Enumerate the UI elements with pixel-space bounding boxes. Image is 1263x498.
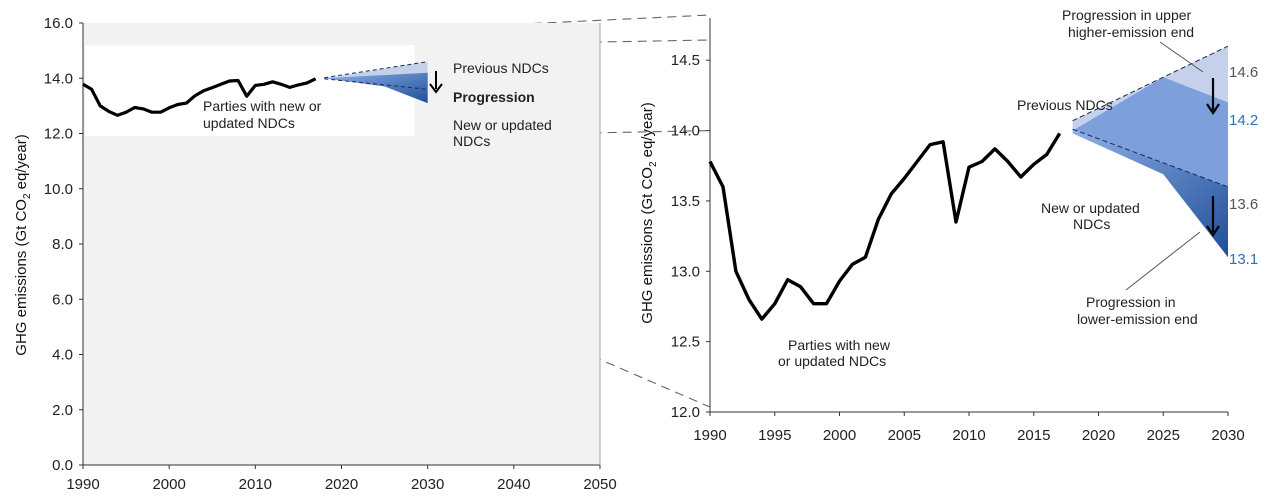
left-x-tick-label: 2030 (411, 476, 444, 493)
right-x-tick-label: 2030 (1211, 427, 1244, 444)
left-new-ndcs-label-1: New or updated (453, 117, 552, 133)
left-chart: 0.0 2.0 4.0 6.0 8.0 10.0 12.0 14.0 16.0 1990 2000 2… (13, 15, 617, 493)
left-y-tick-label: 8.0 (52, 236, 73, 253)
right-x-tick-label: 2025 (1147, 427, 1180, 444)
left-y-tick-label: 16.0 (44, 15, 73, 32)
right-x-tick-label: 2000 (823, 427, 856, 444)
right-previous-ndcs-label: Previous NDCs (1017, 97, 1113, 113)
right-parties-label-2: or updated NDCs (778, 353, 886, 369)
right-x-tick-label: 2010 (952, 427, 985, 444)
right-y-tick-label: 12.5 (671, 334, 700, 351)
left-x-tick-label: 2000 (152, 476, 185, 493)
end-value-13-1: 13.1 (1229, 251, 1258, 268)
right-chart: 12.0 12.5 13.0 13.5 14.0 14.5 1990 1995 2000 2005… (639, 7, 1258, 444)
left-x-tick-label: 2010 (239, 476, 272, 493)
right-new-ndcs-label-1: New or updated (1041, 200, 1140, 216)
right-previous-upper-dash (1072, 45, 1229, 122)
right-history-line (708, 132, 1062, 321)
left-y-tick-label: 4.0 (52, 347, 73, 364)
right-y-axis-title: GHG emissions (Gt CO2 eq/year) (639, 102, 659, 323)
right-x-tick-label: 1995 (758, 427, 791, 444)
right-y-tick-label: 13.0 (671, 263, 700, 280)
progression-upper-leader (1159, 41, 1204, 73)
progression-lower-label-2: lower-emission end (1077, 311, 1198, 327)
lower-progression-arrow (1206, 196, 1220, 237)
right-lower-band (1072, 129, 1228, 258)
right-previous-lower-dash (1072, 128, 1229, 188)
left-y-tick-label: 6.0 (52, 291, 73, 308)
left-projection-bands (324, 61, 428, 104)
left-progression-label: Progression (453, 89, 535, 105)
left-previous-upper-dash (324, 61, 428, 79)
left-new-ndcs-label-2: NDCs (453, 133, 490, 149)
left-y-tick-label: 12.0 (44, 126, 73, 143)
left-tick-labels: 0.0 2.0 4.0 6.0 8.0 10.0 12.0 14.0 16.0 1990 2000 2… (44, 15, 617, 493)
left-y-tick-label: 14.0 (44, 70, 73, 87)
left-y-tick-label: 0.0 (52, 457, 73, 474)
right-y-tick-label: 14.5 (671, 52, 700, 69)
left-parties-label-2: updated NDCs (203, 115, 295, 131)
left-y-axis-title: GHG emissions (Gt CO2 eq/year) (13, 134, 33, 355)
progression-upper-label-1: Progression in upper (1062, 7, 1192, 23)
right-x-tick-label: 2005 (888, 427, 921, 444)
left-previous-lower-dash (324, 78, 428, 90)
right-y-tick-label: 12.0 (671, 404, 700, 421)
left-new-ndc-band (324, 72, 428, 104)
right-new-ndcs-label-2: NDCs (1073, 216, 1110, 232)
right-y-tick-label: 14.0 (671, 123, 700, 140)
end-value-14-2: 14.2 (1229, 112, 1258, 129)
right-upper-band (1072, 46, 1228, 131)
right-tick-labels: 12.0 12.5 13.0 13.5 14.0 14.5 1990 1995 2000 2005… (671, 52, 1245, 444)
upper-progression-arrow (1206, 78, 1220, 115)
left-parties-label-1: Parties with new or (203, 98, 322, 114)
right-parties-label-1: Parties with new (788, 337, 891, 353)
progression-upper-label-2: higher-emission end (1068, 24, 1194, 40)
progression-lower-leader (1125, 231, 1201, 291)
left-x-tick-label: 2040 (497, 476, 530, 493)
left-x-tick-label: 1990 (66, 476, 99, 493)
right-projection-bands (1072, 45, 1229, 258)
right-mid-band (1072, 77, 1228, 187)
left-y-tick-label: 2.0 (52, 402, 73, 419)
right-y-tick-label: 13.5 (671, 193, 700, 210)
left-previous-ndcs-label: Previous NDCs (453, 60, 549, 76)
end-value-13-6: 13.6 (1229, 196, 1258, 213)
end-value-14-6: 14.6 (1229, 64, 1258, 81)
left-history-line (82, 77, 317, 117)
right-x-tick-label: 2020 (1082, 427, 1115, 444)
left-y-tick-label: 10.0 (44, 181, 73, 198)
left-x-tick-label: 2050 (583, 476, 616, 493)
right-x-tick-label: 1990 (693, 427, 726, 444)
progression-lower-label-1: Progression in (1086, 294, 1176, 310)
left-x-tick-label: 2020 (325, 476, 358, 493)
right-x-tick-label: 2015 (1017, 427, 1050, 444)
left-progression-arrow (429, 71, 443, 94)
